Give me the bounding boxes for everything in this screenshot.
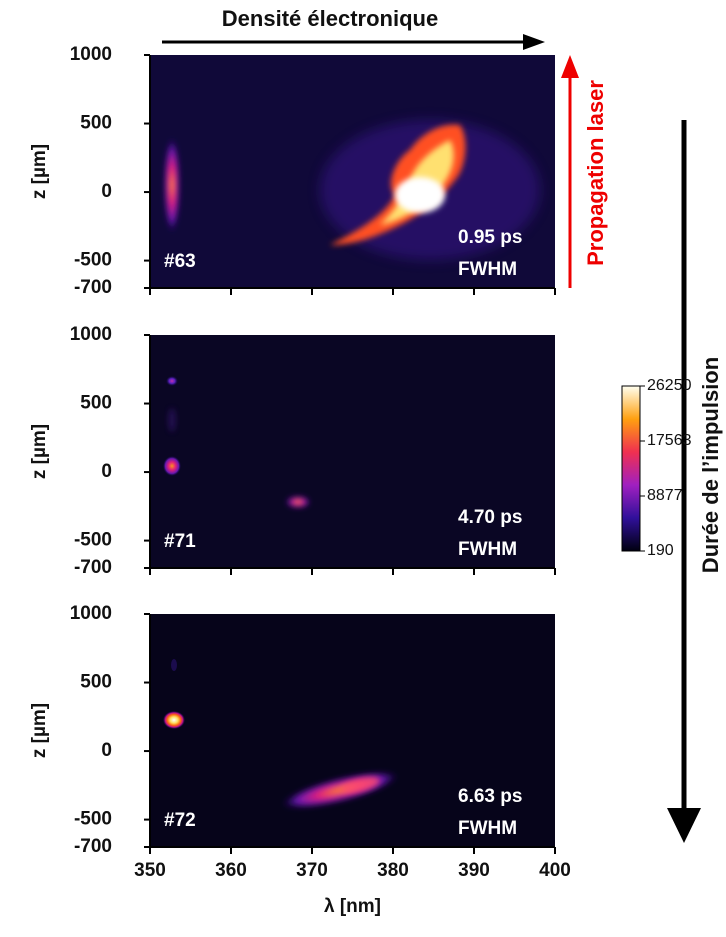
colorbar-tick-label: 190 bbox=[647, 542, 674, 559]
y-tick-label: 1000 bbox=[70, 603, 112, 624]
propagation-label: Propagation laser bbox=[583, 80, 608, 266]
y-axis-label: z [µm] bbox=[29, 424, 50, 479]
duration-note: FWHM bbox=[458, 259, 517, 280]
y-tick-label: -700 bbox=[74, 277, 112, 298]
y-tick-label: 1000 bbox=[70, 324, 112, 345]
x-tick-label: 360 bbox=[215, 860, 247, 881]
arrowhead bbox=[561, 55, 579, 78]
y-tick-label: -700 bbox=[74, 557, 112, 578]
y-tick-label: 0 bbox=[101, 181, 112, 202]
panel-image bbox=[150, 614, 555, 847]
colorbar-tick-label: 26250 bbox=[647, 377, 692, 394]
duration-label: 6.63 ps bbox=[458, 786, 522, 807]
x-tick-label: 400 bbox=[539, 860, 571, 881]
arrowhead bbox=[667, 808, 701, 843]
y-tick-label: 0 bbox=[101, 740, 112, 761]
y-tick-label: -500 bbox=[74, 809, 112, 830]
x-tick-label: 390 bbox=[458, 860, 490, 881]
y-axis-label: z [µm] bbox=[29, 144, 50, 199]
y-tick-label: -700 bbox=[74, 836, 112, 857]
y-tick-label: 500 bbox=[80, 672, 112, 693]
y-tick-label: 1000 bbox=[70, 44, 112, 65]
colorbar bbox=[621, 385, 641, 552]
y-axis-label: z [µm] bbox=[29, 703, 50, 758]
duration-note: FWHM bbox=[458, 539, 517, 560]
x-axis-label: λ [nm] bbox=[324, 896, 381, 917]
shot-label: #63 bbox=[164, 251, 196, 272]
colorbar-tick-label: 8877 bbox=[647, 487, 683, 504]
duration-label: 4.70 ps bbox=[458, 507, 522, 528]
duration-axis-label: Durée de l’impulsion bbox=[698, 357, 723, 573]
duration-note: FWHM bbox=[458, 818, 517, 839]
x-tick-label: 380 bbox=[377, 860, 409, 881]
y-tick-label: 500 bbox=[80, 393, 112, 414]
y-tick-label: 500 bbox=[80, 113, 112, 134]
duration-label: 0.95 ps bbox=[458, 227, 522, 248]
x-tick-label: 350 bbox=[134, 860, 166, 881]
y-tick-label: 0 bbox=[101, 461, 112, 482]
shot-label: #72 bbox=[164, 810, 196, 831]
panel-image bbox=[150, 335, 555, 568]
arrowhead bbox=[523, 34, 545, 50]
panel-image bbox=[150, 55, 555, 288]
shot-label: #71 bbox=[164, 531, 196, 552]
y-tick-label: -500 bbox=[74, 250, 112, 271]
density-label: Densité électronique bbox=[222, 6, 438, 31]
colorbar-tick-label: 17563 bbox=[647, 432, 692, 449]
x-tick-label: 370 bbox=[296, 860, 328, 881]
y-tick-label: -500 bbox=[74, 530, 112, 551]
